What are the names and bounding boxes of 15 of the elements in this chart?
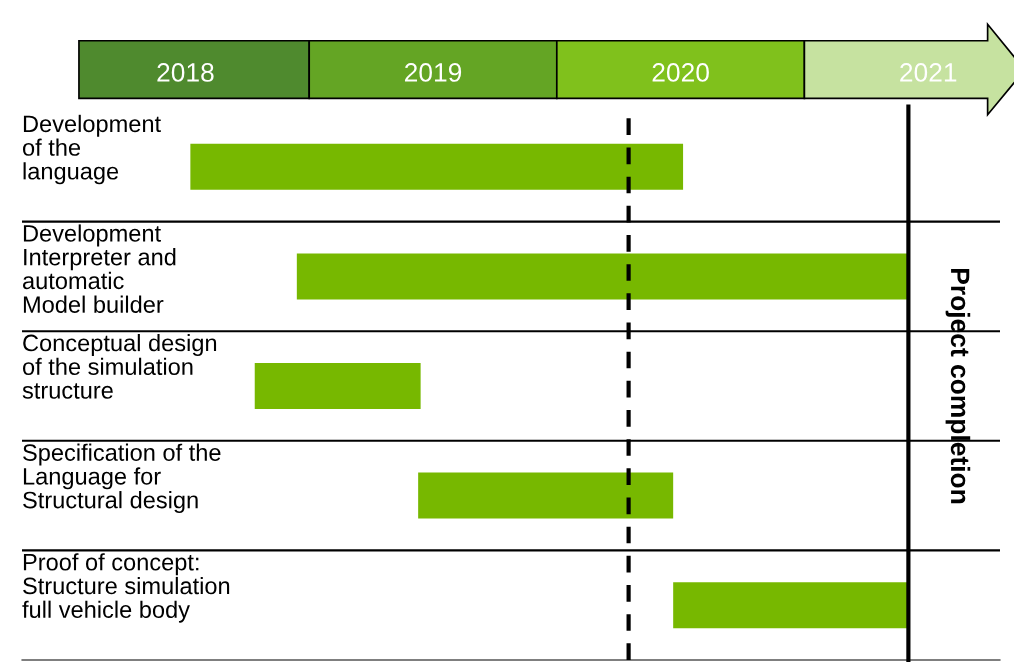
x-tick-label: 2018: [157, 63, 214, 82]
x-tick-label: 2019: [404, 63, 462, 82]
x-tick-label: 2021: [900, 63, 957, 82]
x-tick-label: 2020: [652, 63, 709, 82]
y-tick-label: Conceptual design of the simulation structure: [22, 334, 217, 399]
bar: [296, 253, 909, 300]
ref-line-label: Project completion: [945, 269, 971, 504]
bar: [418, 472, 674, 519]
y-tick-label: Development of the language: [22, 114, 161, 185]
y-tick-label: Proof of concept: Structure simulation full vehicle body: [22, 553, 230, 623]
y-tick-label: Development Interpreter and automatic Model builder: [23, 224, 176, 313]
bar: [673, 582, 909, 629]
y-tick-label: Specification of the Language for Structural design: [23, 443, 221, 514]
bar: [254, 362, 421, 410]
bar: [190, 143, 684, 190]
